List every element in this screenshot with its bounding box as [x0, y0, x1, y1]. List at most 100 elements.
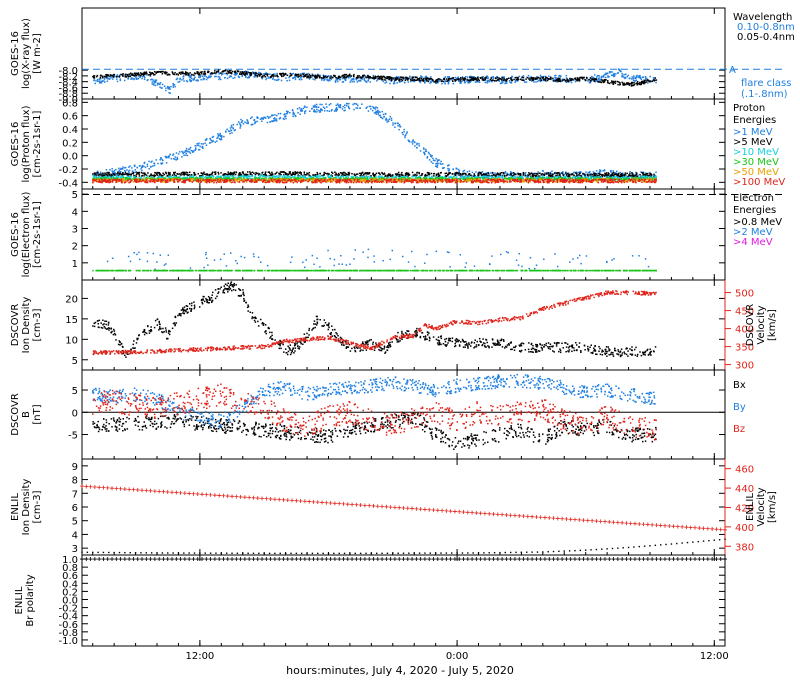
data-point	[456, 168, 458, 170]
data-point	[248, 176, 250, 178]
data-point	[592, 78, 594, 80]
data-point	[348, 174, 350, 176]
data-point	[116, 78, 118, 80]
data-point	[342, 75, 344, 77]
data-point	[224, 77, 226, 79]
data-point	[232, 173, 234, 175]
data-point	[185, 173, 187, 175]
data-point	[228, 72, 230, 74]
data-point	[205, 140, 207, 142]
data-point	[119, 171, 121, 173]
legend-entry: 0.05-0.4nm	[737, 32, 795, 43]
data-point	[202, 75, 204, 77]
data-point	[202, 176, 204, 178]
data-point	[291, 174, 293, 176]
data-point	[335, 79, 337, 81]
data-point	[638, 76, 640, 78]
data-point	[438, 174, 440, 176]
data-point	[489, 81, 491, 83]
data-point	[220, 72, 222, 74]
data-point	[404, 137, 406, 139]
data-point	[224, 73, 226, 75]
data-point	[482, 171, 484, 173]
data-point	[354, 173, 356, 175]
data-point	[157, 174, 159, 176]
y-tick-label: 0.8	[62, 98, 78, 109]
data-point	[234, 77, 236, 79]
data-point	[485, 82, 487, 84]
data-point	[377, 110, 379, 112]
data-point	[430, 156, 432, 158]
data-point	[357, 75, 359, 77]
data-point	[466, 80, 468, 82]
data-point	[186, 150, 188, 152]
data-point	[190, 152, 192, 154]
data-point	[610, 171, 612, 173]
data-point	[539, 78, 541, 80]
data-point	[453, 83, 455, 85]
data-point	[561, 172, 563, 174]
data-point	[354, 103, 356, 105]
data-point	[183, 154, 185, 156]
data-point	[245, 76, 247, 78]
data-point	[552, 174, 554, 176]
data-point	[164, 177, 166, 179]
data-point	[335, 109, 337, 111]
data-point	[525, 78, 527, 80]
data-point	[146, 73, 148, 75]
data-point	[223, 70, 225, 72]
data-point	[484, 176, 486, 178]
data-point	[117, 76, 119, 78]
data-point	[133, 173, 135, 175]
data-point	[434, 160, 436, 162]
data-point	[467, 171, 469, 173]
data-point	[314, 79, 316, 81]
data-point	[299, 79, 301, 81]
data-point	[575, 77, 577, 79]
data-point	[197, 79, 199, 81]
data-point	[506, 78, 508, 80]
data-point	[103, 80, 105, 82]
data-point	[345, 80, 347, 82]
data-point	[487, 80, 489, 82]
data-point	[594, 173, 596, 175]
data-point	[348, 106, 350, 108]
data-point	[139, 175, 141, 177]
data-point	[336, 108, 338, 110]
data-point	[448, 80, 450, 82]
data-point	[536, 175, 538, 177]
data-point	[152, 81, 154, 83]
data-point	[503, 78, 505, 80]
data-point	[377, 107, 379, 109]
data-point	[410, 79, 412, 81]
data-point	[362, 172, 364, 174]
data-point	[363, 75, 365, 77]
data-point	[282, 171, 284, 173]
data-point	[495, 78, 497, 80]
data-point	[265, 171, 267, 173]
data-point	[286, 113, 288, 115]
data-point	[431, 161, 433, 163]
data-point	[375, 112, 377, 114]
data-point	[181, 72, 183, 74]
data-point	[340, 77, 342, 79]
data-point	[350, 176, 352, 178]
data-point	[350, 79, 352, 81]
data-point	[245, 71, 247, 73]
data-point	[468, 81, 470, 83]
data-point	[617, 173, 619, 175]
data-point	[399, 125, 401, 127]
data-point	[309, 172, 311, 174]
data-point	[306, 77, 308, 79]
data-point	[412, 143, 414, 145]
data-point	[286, 80, 288, 82]
data-point	[397, 175, 399, 177]
data-point	[542, 77, 544, 79]
data-point	[594, 175, 596, 177]
data-point	[141, 167, 143, 169]
data-point	[357, 176, 359, 178]
data-point	[152, 79, 154, 81]
data-point	[308, 77, 310, 79]
data-point	[399, 124, 401, 126]
data-point	[612, 81, 614, 83]
